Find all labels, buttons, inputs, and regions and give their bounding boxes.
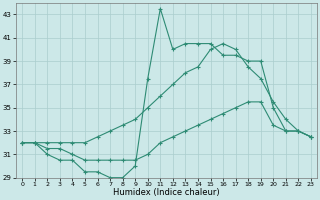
X-axis label: Humidex (Indice chaleur): Humidex (Indice chaleur) bbox=[113, 188, 220, 197]
